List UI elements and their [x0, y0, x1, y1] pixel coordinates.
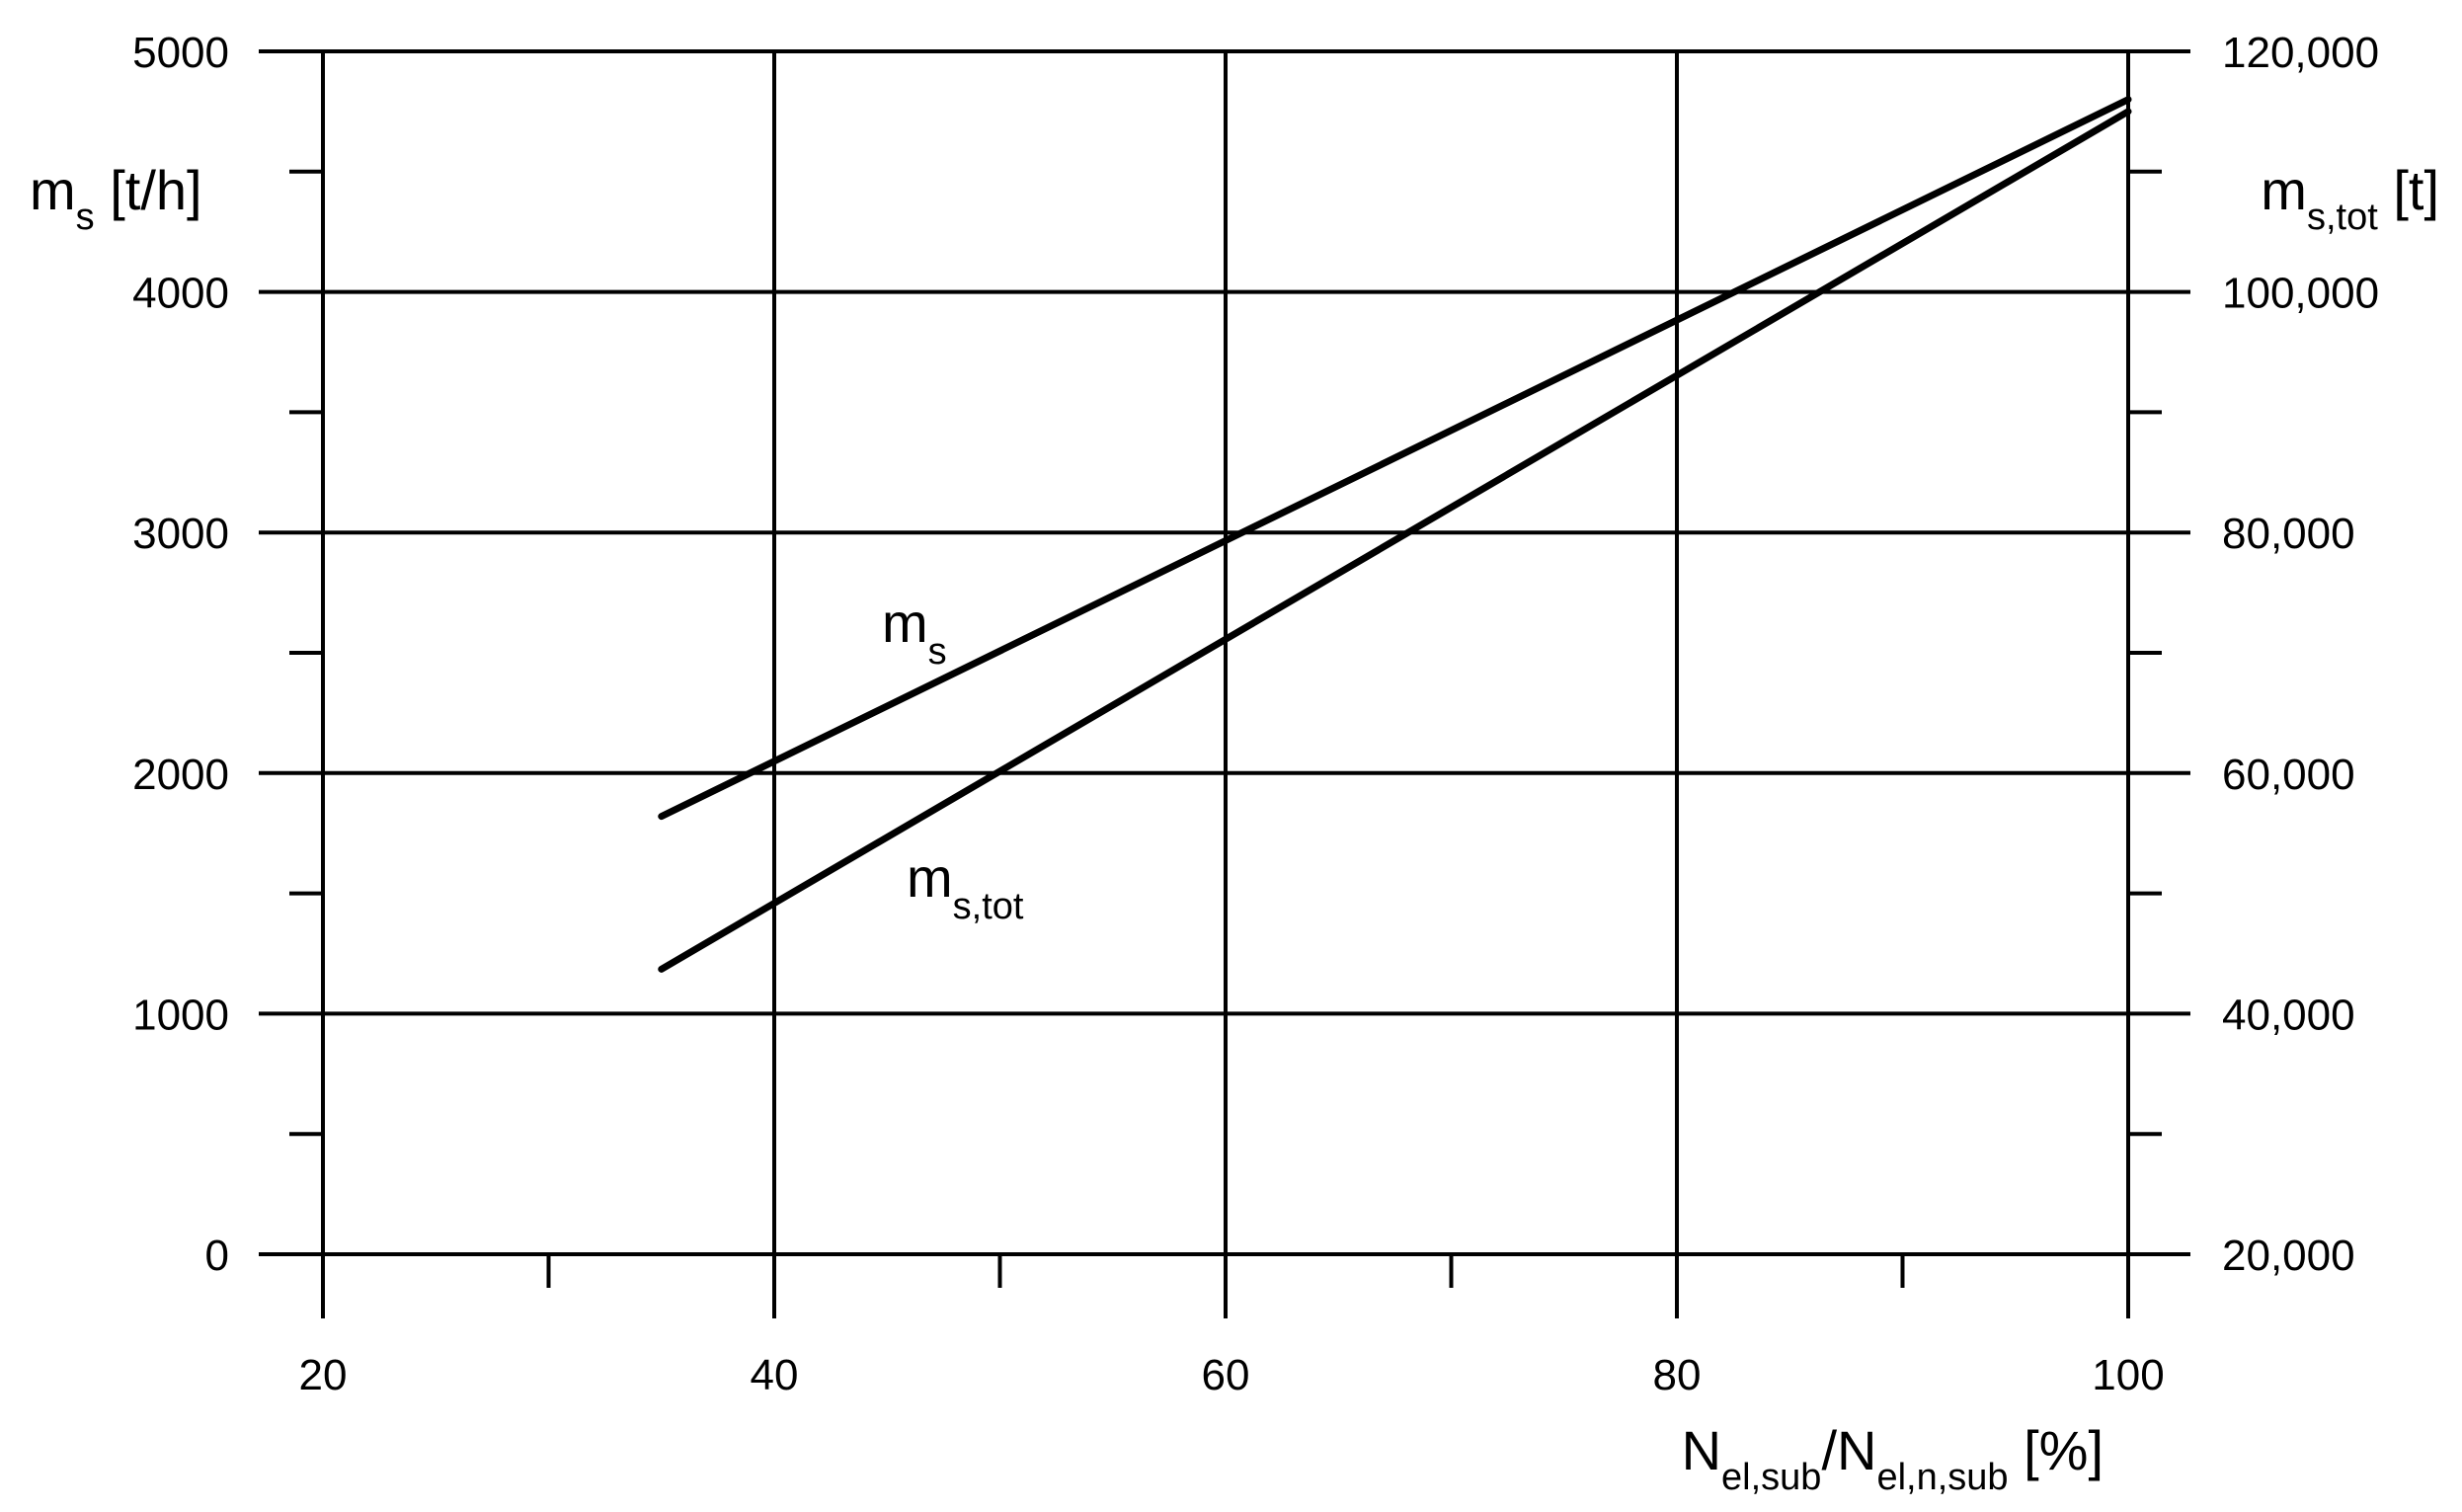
- y-right-tick-label: 80,000: [2222, 510, 2355, 558]
- y-right-tick-label: 100,000: [2222, 270, 2379, 318]
- x-tick-label: 100: [2092, 1351, 2164, 1399]
- x-tick-label: 20: [299, 1351, 348, 1399]
- x-tick-label: 40: [751, 1351, 799, 1399]
- y-right-tick-label: 20,000: [2222, 1232, 2355, 1280]
- y-right-tick-label: 60,000: [2222, 751, 2355, 799]
- x-tick-label: 60: [1202, 1351, 1250, 1399]
- series-label-mstot: ms,tot: [907, 846, 1024, 927]
- axis-labels: ms [t/h] ms,tot [t] Nel,sub/Nel,n,sub [%]: [30, 159, 2439, 1498]
- x-tick-label: 80: [1653, 1351, 1702, 1399]
- series-label-ms: ms: [882, 592, 947, 673]
- y-left-tick-label: 3000: [132, 510, 229, 558]
- x-axis-label: Nel,sub/Nel,n,sub [%]: [1682, 1419, 2104, 1498]
- series-lines: [658, 96, 2132, 973]
- series-labels: ms ms,tot: [882, 592, 1024, 927]
- series-line: [658, 96, 2132, 821]
- y-right-tick-label: 40,000: [2222, 991, 2355, 1039]
- y-right-axis-label: ms,tot [t]: [2261, 159, 2439, 238]
- ticks: [289, 169, 2162, 1288]
- y-right-tick-label: 120,000: [2222, 29, 2379, 77]
- y-left-tick-label: 5000: [132, 29, 229, 77]
- y-left-tick-label: 1000: [132, 991, 229, 1039]
- tick-labels: 0 1000 2000 3000 4000 5000 20,000 40,000 60,000 8…: [132, 29, 2379, 1399]
- y-left-axis-label: ms [t/h]: [30, 159, 202, 238]
- series-line: [658, 108, 2132, 973]
- y-left-tick-label: 2000: [132, 751, 229, 799]
- y-left-tick-label: 4000: [132, 270, 229, 318]
- grid: [259, 49, 2190, 1318]
- y-left-tick-label: 0: [205, 1232, 229, 1280]
